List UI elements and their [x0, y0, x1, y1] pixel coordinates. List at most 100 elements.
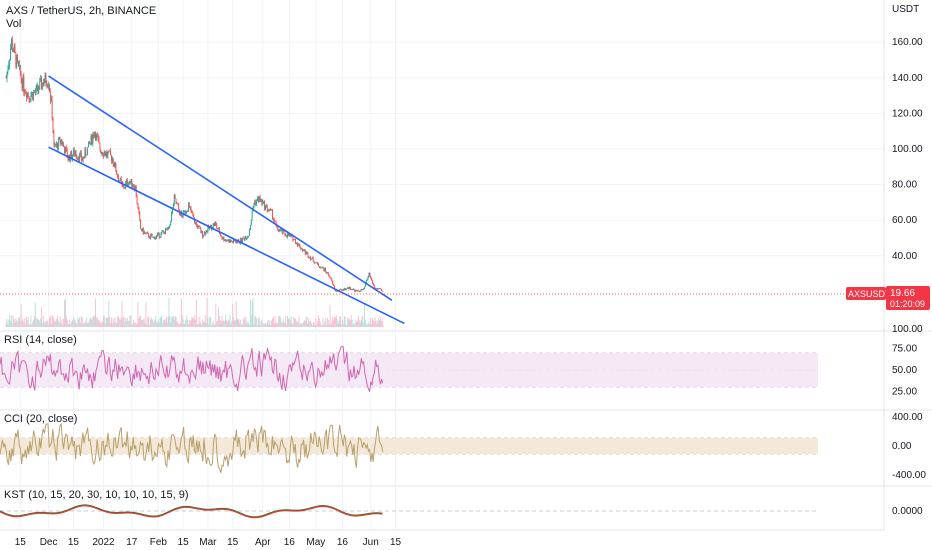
- price-label-box: [886, 286, 930, 310]
- volume-bar: [264, 322, 266, 327]
- candle-body: [75, 152, 77, 157]
- volume-bar: [8, 319, 10, 327]
- candle-body: [80, 153, 82, 160]
- volume-bar: [67, 323, 69, 327]
- volume-bar: [197, 324, 199, 327]
- volume-bar: [7, 324, 9, 327]
- volume-bar: [300, 323, 302, 327]
- candle-body: [163, 231, 165, 233]
- volume-bar: [255, 316, 257, 327]
- volume-bar: [29, 324, 31, 327]
- volume-bar: [302, 322, 304, 327]
- volume-bar: [217, 320, 219, 327]
- x-tick-label: 16: [337, 537, 349, 548]
- trendline-lower[interactable]: [48, 146, 405, 325]
- candle-body: [55, 145, 57, 147]
- volume-bar: [195, 299, 197, 327]
- volume-bar: [73, 318, 75, 327]
- volume-bar: [30, 315, 32, 327]
- volume-bar: [287, 315, 289, 327]
- volume-bar: [299, 324, 301, 327]
- candle-body: [340, 289, 342, 290]
- candle-body: [245, 237, 247, 240]
- volume-bar: [64, 298, 66, 327]
- candle-body: [223, 237, 225, 241]
- candle-body: [244, 237, 246, 241]
- candle-body: [22, 76, 24, 89]
- candle-body: [295, 243, 297, 244]
- volume-bar: [185, 320, 187, 327]
- candle-body: [325, 268, 327, 272]
- candle-body: [39, 81, 41, 90]
- volume-bar: [176, 322, 178, 327]
- volume-bar: [51, 315, 53, 327]
- volume-bar: [347, 317, 349, 327]
- volume-bar: [295, 318, 297, 327]
- candle-body: [287, 233, 289, 237]
- volume-bar: [55, 321, 57, 327]
- volume-bar: [160, 317, 162, 327]
- volume-bar: [379, 316, 381, 327]
- candle-body: [280, 229, 282, 230]
- volume-bar: [373, 321, 375, 327]
- candle-body: [292, 235, 294, 241]
- candle-body: [372, 283, 374, 286]
- volume-bar: [231, 321, 233, 327]
- candle-body: [324, 268, 326, 271]
- volume-bar: [63, 318, 65, 327]
- candle-body: [164, 232, 165, 235]
- candle-body: [156, 235, 158, 238]
- trendline-upper[interactable]: [48, 75, 393, 301]
- volume-bar: [115, 323, 117, 327]
- volume-bar: [245, 316, 247, 327]
- candle-body: [315, 262, 317, 264]
- x-tick-label: 15: [178, 537, 190, 548]
- volume-bar: [218, 315, 220, 327]
- candle-body: [30, 95, 32, 101]
- volume-bar: [198, 316, 200, 327]
- volume-bar: [159, 317, 161, 327]
- volume-bar: [304, 321, 306, 327]
- x-tick-label: Feb: [150, 537, 168, 548]
- volume-bar: [272, 318, 274, 327]
- candle-body: [175, 198, 177, 204]
- candle-body: [279, 230, 281, 232]
- volume-bar: [364, 304, 366, 327]
- volume-bar: [334, 316, 336, 327]
- volume-bar: [12, 315, 14, 327]
- candle-body: [165, 228, 167, 231]
- volume-bar: [21, 320, 23, 327]
- candle-body: [297, 243, 299, 246]
- candle-body: [155, 237, 157, 240]
- candle-body: [93, 134, 95, 138]
- volume-bar: [27, 317, 29, 327]
- volume-bar: [229, 315, 231, 327]
- candle-body: [360, 289, 362, 292]
- volume-bar: [325, 317, 327, 327]
- candle-body: [37, 84, 39, 91]
- candle-body: [365, 280, 367, 284]
- volume-bar: [170, 322, 172, 327]
- candle-body: [263, 201, 265, 203]
- candle-body: [233, 239, 235, 243]
- volume-bar: [150, 317, 152, 327]
- candle-body: [249, 230, 250, 236]
- candle-body: [58, 138, 60, 139]
- candle-body: [34, 92, 36, 94]
- volume-bar: [375, 320, 377, 327]
- volume-bar: [354, 323, 356, 327]
- candle-body: [159, 236, 161, 238]
- candle-body: [150, 234, 152, 236]
- volume-bar: [38, 319, 40, 327]
- candle-body: [305, 251, 307, 254]
- rsi-line: [0, 345, 384, 392]
- candle-body: [318, 266, 320, 268]
- candle-body: [9, 59, 11, 65]
- volume-bar: [274, 316, 276, 327]
- candle-body: [186, 211, 188, 213]
- candle-body: [329, 277, 331, 278]
- volume-bar: [364, 319, 366, 327]
- volume-bar: [184, 323, 186, 327]
- candle-body: [215, 222, 217, 225]
